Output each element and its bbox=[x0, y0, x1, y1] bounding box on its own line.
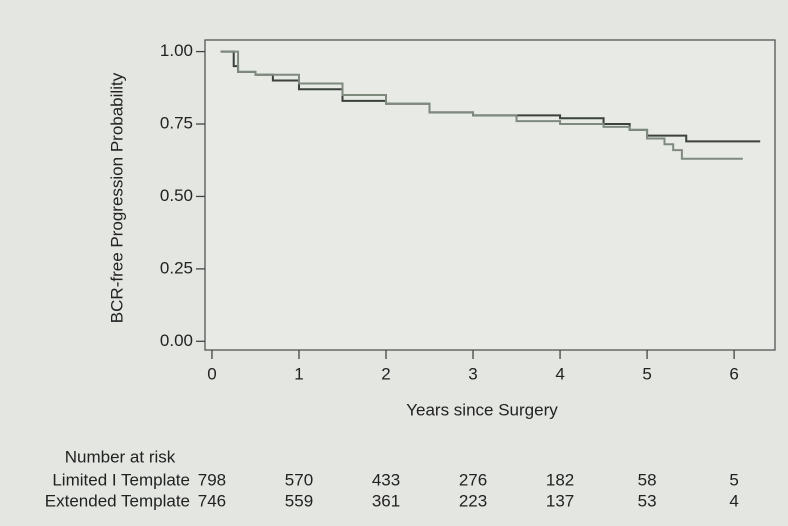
risk-row-label: Limited I Template bbox=[52, 470, 190, 489]
risk-count: 433 bbox=[372, 470, 400, 489]
risk-row-label: Extended Template bbox=[45, 491, 190, 510]
risk-count: 746 bbox=[198, 491, 226, 510]
risk-count: 276 bbox=[459, 470, 487, 489]
x-axis-label: Years since Surgery bbox=[406, 400, 558, 419]
y-tick-label: 0.00 bbox=[160, 331, 193, 350]
risk-count: 361 bbox=[372, 491, 400, 510]
risk-count: 570 bbox=[285, 470, 313, 489]
x-tick-label: 2 bbox=[381, 364, 390, 383]
risk-count: 4 bbox=[729, 491, 738, 510]
risk-count: 5 bbox=[729, 470, 738, 489]
y-tick-label: 0.25 bbox=[160, 258, 193, 277]
survival-curve bbox=[220, 50, 743, 160]
risk-count: 798 bbox=[198, 470, 226, 489]
x-tick-label: 6 bbox=[729, 364, 738, 383]
y-tick-label: 0.50 bbox=[160, 186, 193, 205]
risk-count: 58 bbox=[638, 470, 657, 489]
risk-count: 223 bbox=[459, 491, 487, 510]
x-tick-label: 1 bbox=[294, 364, 303, 383]
risk-table-title: Number at risk bbox=[65, 447, 176, 466]
x-tick-label: 3 bbox=[468, 364, 477, 383]
x-tick-label: 0 bbox=[207, 364, 216, 383]
y-tick-label: 1.00 bbox=[160, 41, 193, 60]
risk-count: 137 bbox=[546, 491, 574, 510]
x-tick-label: 5 bbox=[642, 364, 651, 383]
y-axis-label: BCR-free Progression Probability bbox=[107, 72, 126, 323]
y-tick-label: 0.75 bbox=[160, 114, 193, 133]
risk-count: 559 bbox=[285, 491, 313, 510]
risk-count: 182 bbox=[546, 470, 574, 489]
risk-count: 53 bbox=[638, 491, 657, 510]
x-tick-label: 4 bbox=[555, 364, 564, 383]
plot-area bbox=[204, 39, 776, 351]
